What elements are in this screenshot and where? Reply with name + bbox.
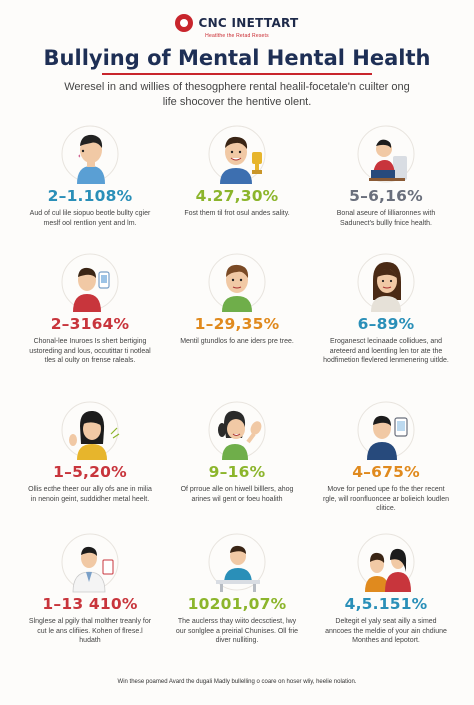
- stat-description: Chonal-lee Inuroes Is shert bertiging us…: [29, 338, 151, 364]
- stat-value: 1–5,20%: [53, 463, 127, 481]
- girl-face-icon: [357, 253, 415, 312]
- stat-description: Ollis ecthe theer our ally ofs ane in mi…: [28, 486, 152, 503]
- stat-description: Fost them til frot osul andes sality.: [184, 210, 290, 217]
- page-subtitle: Weresel in and willies of thesogphere re…: [64, 81, 410, 108]
- stat-card: 4–675% Move for pened upe fo the ther re…: [316, 398, 456, 518]
- stat-card: 2–3164% Chonal-lee Inuroes Is shert bert…: [20, 250, 160, 370]
- stat-description: Slnglese al pgily thal molther treanly f…: [28, 618, 152, 644]
- stat-description: Bonal aseure of lilliaronnes with Sadune…: [336, 210, 436, 227]
- stat-description: The auclerss thay wiito decsctiest, lwy …: [175, 618, 299, 644]
- girl-high-five-icon: [208, 401, 266, 460]
- stat-value: 4–675%: [352, 463, 420, 481]
- stat-value: 1–13 410%: [42, 595, 138, 613]
- stat-card: 4,5.151% Deltegit el yaly seat ailly a s…: [316, 530, 456, 650]
- man-with-phone-icon: [357, 401, 415, 460]
- logo-text: CNC INETTART: [198, 16, 299, 30]
- stat-value: 4,5.151%: [344, 595, 428, 613]
- stat-description: Of prroue alle on hiwell billlers, ahog …: [180, 486, 294, 503]
- title-divider: [102, 73, 372, 75]
- stat-value: 10201,07%: [187, 595, 287, 613]
- boy-profile-icon: [61, 125, 119, 184]
- stat-card: 2–1.108% Aud of cul lile siopuo beotle b…: [20, 122, 160, 242]
- stat-description: Eroganesct lecinaade collidues, and aret…: [323, 338, 449, 364]
- page-title: Bullying of Mental Hental Health: [43, 46, 431, 70]
- stat-card: 1–13 410% Slnglese al pgily thal molther…: [20, 530, 160, 650]
- stat-card: 6–89% Eroganesct lecinaade collidues, an…: [316, 250, 456, 370]
- stat-value: 2–1.108%: [47, 187, 133, 205]
- stat-description: Move for pened upe fo the ther recent rg…: [322, 486, 450, 512]
- boy-with-phone-icon: [61, 253, 119, 312]
- stat-value: 9–16%: [208, 463, 266, 481]
- logo-subtitle: Heatlthe the Retad Resets: [205, 33, 269, 39]
- two-girls-icon: [357, 533, 415, 592]
- logo-mark-icon: [175, 14, 194, 32]
- stat-card: 4.27,30% Fost them til frot osul andes s…: [167, 122, 307, 242]
- logo: CNC INETTART Heatlthe the Retad Resets: [0, 14, 474, 39]
- stat-value: 2–3164%: [50, 315, 130, 333]
- stat-card: 10201,07% The auclerss thay wiito decsct…: [167, 530, 307, 650]
- boy-face-icon: [208, 253, 266, 312]
- girl-waving-icon: [61, 401, 120, 460]
- stat-description: Aud of cul lile siopuo beotle bullty cgi…: [29, 210, 151, 227]
- doctor-icon: [61, 533, 119, 593]
- stat-value: 1–29,35%: [194, 315, 280, 333]
- stat-card: 5–6,16% Bonal aseure of lilliaronnes wit…: [316, 122, 456, 242]
- stat-card: 1–5,20% Ollis ecthe theer our ally ofs a…: [20, 398, 160, 518]
- stat-value: 6–89%: [357, 315, 415, 333]
- smiling-boy-with-trophy-icon: [208, 125, 266, 184]
- stat-value: 5–6,16%: [349, 187, 423, 205]
- stat-card: 1–29,35% Mentil gtundlos fo ane iders pr…: [167, 250, 307, 370]
- stat-card: 9–16% Of prroue alle on hiwell billlers,…: [167, 398, 307, 518]
- stat-value: 4.27,30%: [195, 187, 279, 205]
- boy-at-table-icon: [208, 533, 266, 592]
- stat-description: Deltegit el yaly seat ailly a simed annc…: [325, 618, 447, 644]
- man-sitting-at-desk-icon: [357, 125, 415, 183]
- footer-note: Win these poamed Avard the dugali Madly …: [117, 679, 357, 685]
- stat-description: Mentil gtundlos fo ane iders pre tree.: [180, 338, 294, 345]
